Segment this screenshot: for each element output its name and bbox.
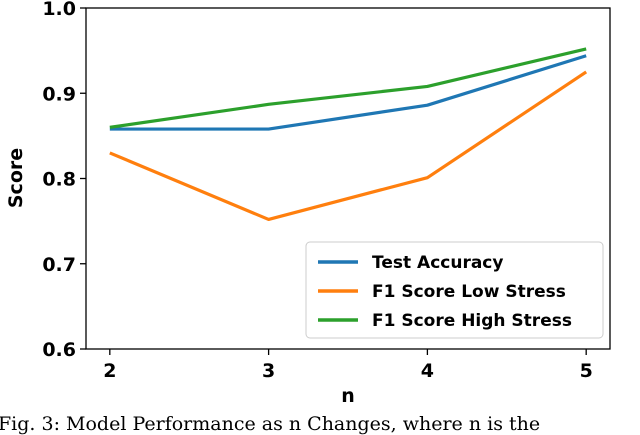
series-line-2 — [109, 47, 587, 129]
figure-caption: Fig. 3: Model Performance as n Changes, … — [0, 413, 541, 435]
series-line-0 — [109, 54, 587, 131]
x-axis: 2 3 4 5 — [103, 349, 593, 382]
series-lines — [109, 47, 588, 222]
legend-label-0: Test Accuracy — [372, 253, 503, 273]
y-tick-label: 0.9 — [42, 83, 76, 105]
y-tick-label: 1.0 — [42, 0, 76, 20]
x-axis-label: n — [341, 385, 355, 407]
y-tick-label: 0.7 — [42, 254, 76, 276]
y-tick-label: 0.6 — [42, 339, 76, 361]
series-line-1 — [109, 70, 588, 222]
legend: Test Accuracy F1 Score Low Stress F1 Score… — [305, 241, 604, 339]
y-tick-label: 0.8 — [42, 169, 76, 191]
legend-box — [305, 241, 604, 339]
y-axis-label: Score — [5, 148, 27, 208]
y-axis: 0.6 0.7 0.8 0.9 1.0 — [42, 0, 86, 361]
x-tick-label: 4 — [421, 360, 434, 382]
x-tick-label: 3 — [262, 360, 275, 382]
legend-label-2: F1 Score High Stress — [372, 311, 572, 331]
x-tick-label: 5 — [580, 360, 593, 382]
legend-label-1: F1 Score Low Stress — [372, 282, 566, 302]
x-tick-label: 2 — [103, 360, 116, 382]
